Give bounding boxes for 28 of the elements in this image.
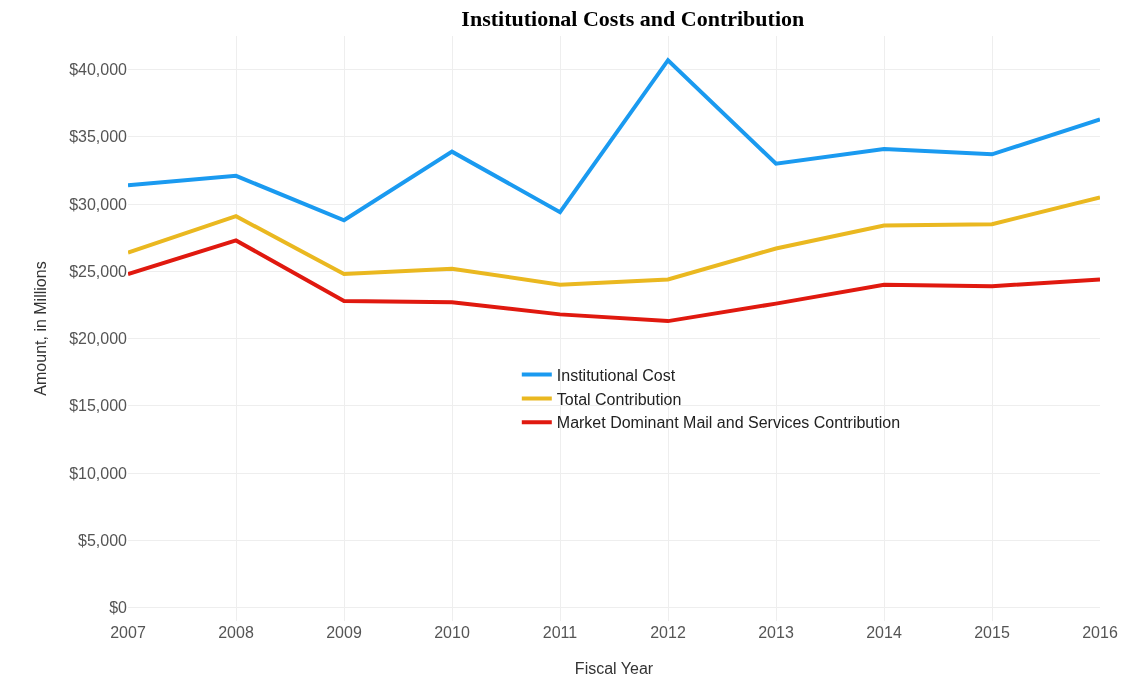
x-tick-label: 2015 <box>974 624 1010 641</box>
x-tick-label: 2009 <box>326 624 362 641</box>
x-tick-label: 2008 <box>218 624 254 641</box>
y-tick-label: $15,000 <box>69 397 128 415</box>
x-tick-label: 2016 <box>1082 624 1118 641</box>
x-tick-label: 2012 <box>650 624 686 641</box>
y-axis-title: Amount, in Millions <box>32 261 50 396</box>
x-tick-label: 2007 <box>110 624 146 641</box>
chart-title: Institutional Costs and Contribution <box>461 5 805 31</box>
x-tick-label: 2013 <box>758 624 794 641</box>
x-tick-label: 2010 <box>434 624 470 641</box>
x-tick-label: 2014 <box>866 624 902 641</box>
line-series <box>128 58 1100 223</box>
y-tick-label: $10,000 <box>69 464 128 482</box>
y-tick-label: $20,000 <box>69 330 128 348</box>
y-tick-label: $5,000 <box>78 531 128 549</box>
legend-label: Market Dominant Mail and Services Contribution <box>556 414 901 432</box>
legend-label: Total Contribution <box>556 390 682 408</box>
x-axis-title: Fiscal Year <box>574 659 654 677</box>
y-tick-label: $30,000 <box>69 195 128 213</box>
legend-label: Institutional Cost <box>556 366 676 384</box>
line-series <box>128 238 1100 324</box>
y-tick-label: $25,000 <box>69 262 128 280</box>
line-series <box>128 195 1100 287</box>
y-tick-label: $35,000 <box>69 128 128 146</box>
y-tick-label: $0 <box>109 599 128 617</box>
x-tick-label: 2011 <box>542 624 578 641</box>
y-tick-label: $40,000 <box>69 61 128 79</box>
